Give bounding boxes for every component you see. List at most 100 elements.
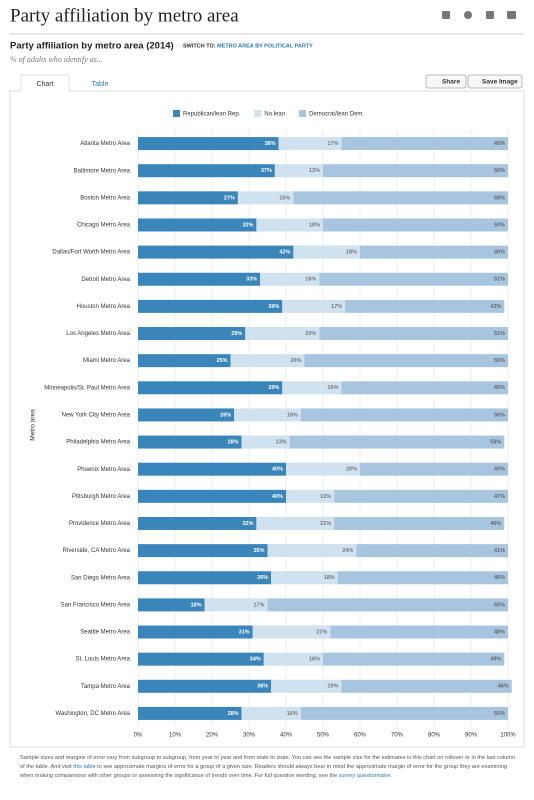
tab-table[interactable]: Table	[92, 81, 109, 88]
bar-segment	[278, 137, 342, 151]
x-tick-label: 50%	[317, 733, 330, 739]
bar-segment	[330, 625, 508, 639]
value-label: 46%	[490, 521, 501, 527]
bar-segment	[138, 408, 235, 422]
category-label: Chicago Metro Area	[77, 223, 131, 229]
bar-segment	[138, 327, 246, 341]
bar-segment	[256, 218, 323, 232]
bar-segment	[341, 381, 508, 395]
value-label: 13%	[320, 494, 331, 500]
value-label: 20%	[346, 467, 357, 473]
value-label: 39%	[268, 304, 279, 310]
value-label: 20%	[290, 358, 301, 364]
value-label: 43%	[490, 304, 501, 310]
bar-segment	[356, 544, 508, 558]
category-label: San Francisco Metro Area	[61, 602, 131, 608]
share-icons[interactable]	[442, 11, 516, 19]
value-label: 31%	[239, 629, 250, 635]
value-label: 36%	[257, 684, 268, 690]
value-label: 24%	[342, 548, 353, 554]
bar-segment	[360, 462, 508, 476]
bar-segment	[323, 652, 505, 666]
bar-segment	[334, 489, 508, 503]
value-label: 46%	[498, 684, 509, 690]
x-tick-label: 10%	[169, 733, 182, 739]
bar-segment	[138, 571, 272, 585]
category-label: Riverside, CA Metro Area	[63, 548, 131, 554]
bar-segment	[334, 516, 505, 530]
value-label: 40%	[272, 467, 283, 473]
switch-link[interactable]: METRO AREA BY POLITICAL PARTY	[217, 43, 313, 49]
bar-segment	[138, 245, 294, 259]
bar-segment	[138, 218, 257, 232]
value-label: 50%	[494, 168, 505, 174]
category-label: Boston Metro Area	[80, 195, 130, 201]
description: % of adults who identify as...	[10, 55, 103, 64]
footnote: Sample sizes and margins of error vary f…	[20, 754, 516, 781]
x-tick-label: 0%	[134, 733, 143, 739]
legend-swatch	[299, 110, 307, 117]
value-label: 18%	[309, 222, 320, 228]
bar-segment	[230, 354, 305, 368]
value-label: 56%	[494, 711, 505, 717]
value-label: 27%	[224, 195, 235, 201]
tab-active[interactable]	[20, 74, 70, 91]
bar-segment	[360, 245, 508, 259]
bar-segment	[271, 679, 342, 693]
value-label: 18%	[324, 575, 335, 581]
bar-segment	[267, 544, 357, 558]
legend-label: Republican/lean Rep.	[183, 112, 241, 118]
category-label: San Diego Metro Area	[71, 575, 131, 581]
value-label: 29%	[231, 331, 242, 337]
category-label: Baltimore Metro Area	[74, 168, 131, 174]
value-label: 55%	[494, 358, 505, 364]
bar-segment	[300, 706, 508, 720]
legend-swatch	[254, 110, 262, 117]
value-label: 17%	[331, 304, 342, 310]
value-label: 13%	[276, 440, 287, 446]
share-label[interactable]: Share	[442, 79, 460, 86]
value-label: 35%	[253, 548, 264, 554]
x-tick-label: 60%	[354, 733, 367, 739]
bar-segment	[138, 164, 275, 178]
value-label: 49%	[490, 657, 501, 663]
category-label: Detroit Metro Area	[81, 277, 130, 283]
value-label: 34%	[250, 657, 261, 663]
footnote-link[interactable]: survey questionnaire.	[338, 773, 392, 779]
bar-segment	[252, 625, 331, 639]
bar-segment	[319, 272, 508, 286]
value-label: 36%	[257, 575, 268, 581]
category-label: Pittsburgh Metro Area	[72, 494, 131, 500]
bar-segment	[260, 272, 320, 286]
footnote-link[interactable]: this table	[73, 764, 96, 770]
tab-chart[interactable]: Chart	[36, 81, 53, 88]
save-button[interactable]	[467, 74, 523, 89]
bar-segment	[138, 272, 261, 286]
bar-segment	[341, 137, 508, 151]
bar-segment	[286, 489, 335, 503]
bar-segment	[138, 462, 286, 476]
bar-segment	[304, 354, 508, 368]
category-label: Dallas/Fort Worth Metro Area	[52, 250, 130, 256]
save-label[interactable]: Save Image	[482, 79, 518, 86]
legend-swatch	[173, 110, 180, 117]
category-label: Washington, DC Metro Area	[56, 711, 131, 717]
value-label: 15%	[279, 195, 290, 201]
page-title: Party affiliation by metro area	[10, 5, 239, 26]
bar-segment	[345, 299, 505, 313]
category-label: Miami Metro Area	[83, 358, 131, 364]
bar-segment	[245, 327, 320, 341]
share-button[interactable]	[425, 74, 467, 89]
value-label: 65%	[494, 602, 505, 608]
x-tick-label: 90%	[465, 733, 478, 739]
x-tick-label: 100%	[500, 733, 516, 739]
bar-segment	[138, 381, 283, 395]
bar-segment	[138, 489, 286, 503]
value-label: 28%	[228, 711, 239, 717]
bar-segment	[282, 299, 346, 313]
value-label: 47%	[494, 494, 505, 500]
bar-segment	[274, 164, 323, 178]
value-label: 32%	[242, 521, 253, 527]
